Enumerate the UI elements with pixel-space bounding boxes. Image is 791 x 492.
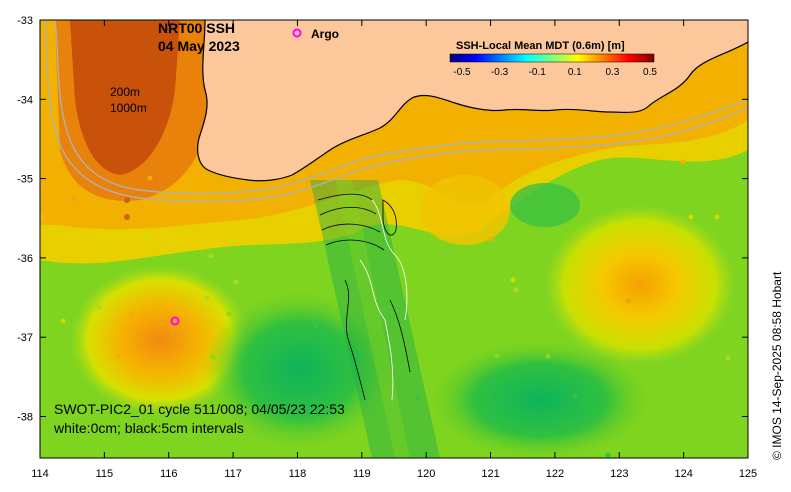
ssh-map-plot bbox=[40, 20, 748, 458]
colorbar-tick-label: 0.3 bbox=[605, 67, 619, 78]
x-tick-label: 122 bbox=[546, 468, 564, 480]
y-axis: -33 -34 -35 -36 -37 -38 bbox=[17, 15, 748, 424]
cool-eddy-south-west bbox=[205, 290, 395, 450]
coastline bbox=[197, 20, 748, 182]
x-tick-label: 123 bbox=[610, 468, 628, 480]
x-tick-label: 121 bbox=[481, 468, 499, 480]
y-tick-label: -36 bbox=[17, 253, 33, 265]
map-title-line2: 04 May 2023 bbox=[158, 38, 240, 54]
x-tick-label: 119 bbox=[353, 468, 371, 480]
x-tick-label: 124 bbox=[674, 468, 692, 480]
x-axis: 114 115 116 117 118 119 120 121 122 123 124 125 bbox=[31, 20, 757, 480]
plot-frame bbox=[39, 19, 749, 459]
swot-caption-line2: white:0cm; black:5cm intervals bbox=[53, 420, 244, 436]
x-tick-label: 117 bbox=[224, 468, 242, 480]
y-tick-label: -37 bbox=[17, 332, 33, 344]
warm-eddy-east bbox=[545, 205, 735, 365]
y-tick-label: -34 bbox=[17, 94, 33, 106]
cool-eddy-south bbox=[430, 340, 650, 458]
colorbar-tick-label: 0.1 bbox=[568, 67, 582, 78]
colorbar-tick-label: -0.3 bbox=[491, 67, 509, 78]
colorbar: SSH-Local Mean MDT (0.6m) [m] -0.5 -0.3 -0… bbox=[449, 40, 657, 78]
argo-float-marker bbox=[170, 316, 180, 326]
argo-legend-icon bbox=[292, 28, 302, 38]
warm-tongue-central bbox=[420, 175, 510, 245]
imos-credit: © IMOS 14-Sep-2025 08:58 Hobart bbox=[770, 271, 784, 460]
warm-eddy-west bbox=[70, 265, 250, 415]
x-tick-label: 115 bbox=[96, 468, 114, 480]
x-tick-label: 125 bbox=[739, 468, 757, 480]
y-tick-label: -35 bbox=[17, 174, 33, 186]
swot-swath bbox=[310, 180, 440, 458]
x-tick-label: 118 bbox=[289, 468, 307, 480]
depth-label-200m: 200m bbox=[110, 85, 140, 99]
swot-swath-gap bbox=[335, 180, 410, 458]
bathymetry-1000m bbox=[44, 20, 748, 203]
swot-contours bbox=[317, 193, 411, 401]
argo-legend-label: Argo bbox=[311, 27, 339, 41]
x-tick-label: 116 bbox=[160, 468, 178, 480]
colorbar-title: SSH-Local Mean MDT (0.6m) [m] bbox=[456, 40, 625, 52]
x-tick-label: 114 bbox=[31, 468, 49, 480]
warm-western-core bbox=[70, 20, 180, 175]
cool-region-north-central bbox=[510, 183, 580, 227]
swot-caption-line1: SWOT-PIC2_01 cycle 511/008; 04/05/23 22:… bbox=[54, 401, 345, 417]
colorbar-tick-label: 0.5 bbox=[643, 67, 657, 78]
y-tick-label: -38 bbox=[17, 412, 33, 424]
depth-label-1000m: 1000m bbox=[110, 101, 147, 115]
bathymetry-200m bbox=[54, 20, 748, 195]
colorbar-gradient bbox=[449, 53, 655, 63]
colorbar-tick-label: -0.1 bbox=[529, 67, 547, 78]
y-tick-label: -33 bbox=[17, 15, 33, 27]
drifter-markers bbox=[40, 159, 731, 458]
x-tick-label: 120 bbox=[417, 468, 435, 480]
map-title-line1: NRT00 SSH bbox=[158, 20, 235, 36]
colorbar-tick-label: -0.5 bbox=[453, 67, 471, 78]
